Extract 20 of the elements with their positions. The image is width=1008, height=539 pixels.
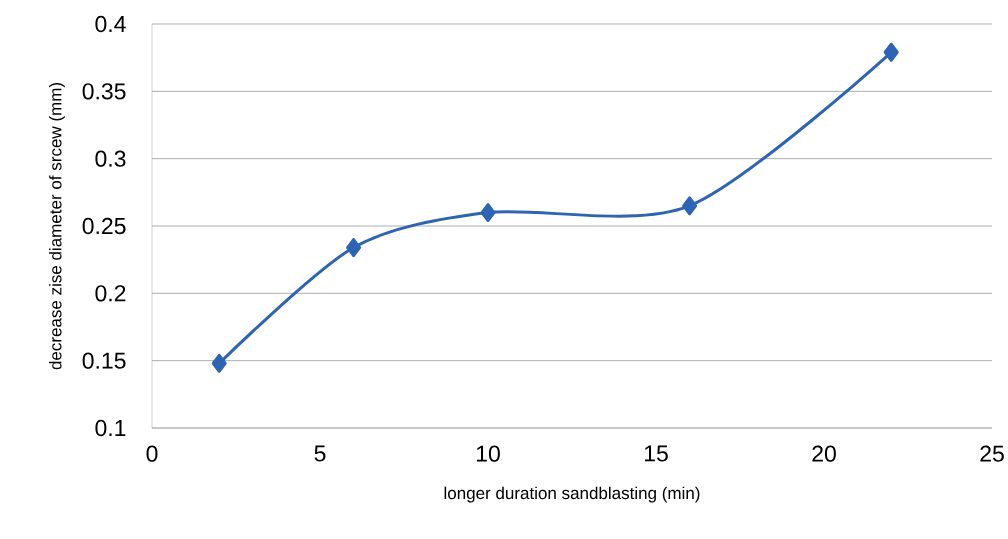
y-tick-label: 0.3 xyxy=(95,150,126,167)
y-tick-label: 0.15 xyxy=(82,352,126,369)
point xyxy=(480,203,496,223)
x-tick-label: 15 xyxy=(644,445,668,462)
point xyxy=(883,42,899,62)
x-tick-label: 0 xyxy=(146,445,158,462)
y-tick-label: 0.2 xyxy=(95,285,126,302)
y-tick-label: 0.1 xyxy=(95,419,126,437)
x-tick-label: 25 xyxy=(980,445,1004,462)
y-tick-label: 0.35 xyxy=(82,83,126,100)
x-tick-label: 5 xyxy=(314,445,326,462)
point xyxy=(346,238,362,258)
x-tick-label: 20 xyxy=(812,445,836,462)
y-tick-label: 0.25 xyxy=(82,217,126,235)
point xyxy=(211,353,227,373)
y-axis-title: decrease zise diameter of srcew (mm) xyxy=(49,83,65,370)
x-tick-label: 10 xyxy=(476,445,500,462)
x-axis-title: longer duration sandblasting (min) xyxy=(444,486,700,503)
y-tick-label: 0.4 xyxy=(95,15,126,33)
point xyxy=(682,196,698,216)
